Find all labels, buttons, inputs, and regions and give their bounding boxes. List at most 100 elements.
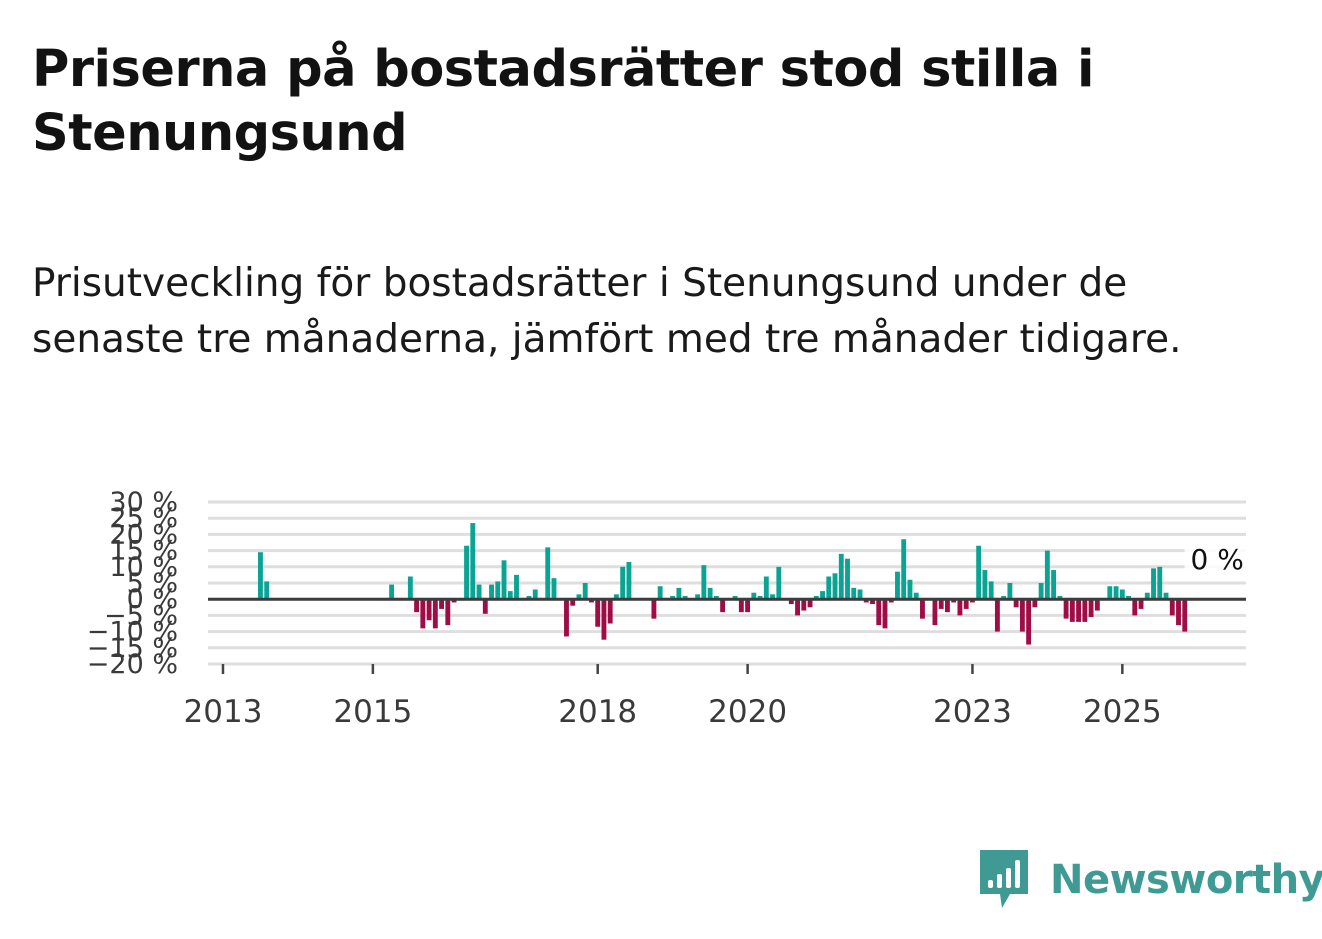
bar <box>963 599 969 609</box>
bar <box>676 587 682 600</box>
bar <box>888 599 894 603</box>
x-axis: 2013 2015 2018 2020 2023 2025 <box>184 664 1162 730</box>
bar <box>707 587 713 600</box>
bar <box>258 552 263 600</box>
chart-subtitle: Prisutveckling för bostadsrätter i Stenu… <box>32 261 1182 362</box>
bar <box>988 581 994 600</box>
bar <box>420 599 426 629</box>
bar <box>607 599 613 624</box>
bar <box>1151 568 1156 600</box>
newsworthy-logo: Newsworthy <box>980 850 1322 910</box>
bar <box>1126 595 1131 600</box>
bar <box>526 595 532 600</box>
bar <box>1026 599 1032 645</box>
latest-value-annotation: 0 % <box>1184 543 1251 578</box>
bar <box>820 591 825 600</box>
bar <box>482 599 488 614</box>
bar <box>845 558 850 600</box>
bar <box>426 599 432 621</box>
bar <box>882 599 888 629</box>
bar <box>551 578 557 600</box>
newsworthy-logo-text: Newsworthy <box>1050 857 1322 903</box>
bar <box>851 587 857 600</box>
bar <box>832 573 838 600</box>
bar <box>920 599 925 619</box>
bar <box>1057 595 1063 600</box>
bar <box>1069 599 1075 622</box>
bar <box>951 599 957 603</box>
bar <box>1076 599 1082 622</box>
bar <box>976 545 982 600</box>
bar <box>757 595 763 600</box>
bar <box>1038 583 1044 600</box>
y-tick-label: −15 % <box>87 633 178 664</box>
bars <box>258 523 1188 645</box>
bar <box>564 599 569 637</box>
bar <box>913 592 919 600</box>
bar <box>570 599 576 606</box>
y-tick-label: 30 % <box>109 487 178 518</box>
bar <box>1001 595 1007 600</box>
bar <box>870 599 875 605</box>
bar <box>813 595 819 600</box>
y-tick-label: 15 % <box>109 536 178 567</box>
bar <box>1163 592 1169 600</box>
x-tick-label: 2023 <box>933 694 1012 730</box>
bar <box>389 584 395 600</box>
bar <box>1082 599 1088 622</box>
bar <box>720 599 726 613</box>
bar <box>451 599 457 603</box>
bar <box>414 599 420 613</box>
bar <box>1176 599 1181 626</box>
bar <box>264 581 270 600</box>
bar <box>1113 586 1119 600</box>
bar <box>801 599 807 611</box>
y-axis-labels: 30 %25 %20 %15 %10 %5 %0 %−5 %−10 %−15 %… <box>87 487 178 680</box>
bar <box>651 599 657 619</box>
x-tick-label: 2020 <box>708 694 787 730</box>
bar <box>732 595 738 600</box>
bar <box>969 599 975 603</box>
bar <box>932 599 938 626</box>
bar <box>857 589 863 600</box>
bar <box>476 584 482 600</box>
bar <box>838 553 844 600</box>
bar <box>770 594 775 600</box>
bar <box>1063 599 1069 619</box>
bar <box>582 583 588 600</box>
y-tick-label: −5 % <box>104 600 178 631</box>
bar <box>682 595 688 600</box>
bar <box>1182 599 1188 632</box>
y-tick-label: 0 % <box>127 584 178 615</box>
bar <box>489 584 494 600</box>
bar <box>745 599 751 613</box>
annotation-background <box>1184 543 1251 578</box>
bar <box>501 560 507 600</box>
bar <box>907 579 913 600</box>
bar <box>982 570 988 600</box>
bar <box>601 599 607 640</box>
bar <box>589 599 594 603</box>
bar <box>1144 592 1150 600</box>
bar <box>626 561 632 600</box>
bar <box>826 576 832 600</box>
newsworthy-logo-icon <box>980 850 1028 908</box>
bar <box>495 581 501 600</box>
bar <box>507 591 513 600</box>
bar <box>545 547 551 600</box>
bar <box>514 574 519 600</box>
bar <box>470 523 476 600</box>
y-tick-label: 5 % <box>127 568 178 599</box>
bar <box>751 592 757 600</box>
x-tick-label: 2013 <box>184 694 263 730</box>
bar <box>657 586 663 600</box>
bar <box>1013 599 1019 608</box>
bar <box>670 595 676 600</box>
bar <box>863 599 869 603</box>
bar <box>795 599 800 616</box>
bar <box>614 594 619 600</box>
bar <box>1094 599 1100 611</box>
bar <box>1007 583 1013 600</box>
y-tick-label: −10 % <box>87 617 178 648</box>
bar <box>713 595 719 600</box>
